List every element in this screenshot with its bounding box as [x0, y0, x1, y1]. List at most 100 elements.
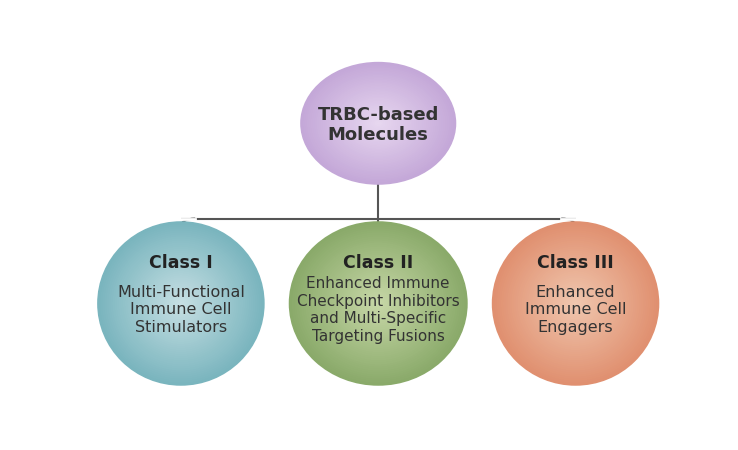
Ellipse shape: [338, 267, 418, 340]
Ellipse shape: [323, 252, 434, 354]
Ellipse shape: [547, 275, 604, 332]
Ellipse shape: [129, 252, 232, 354]
Ellipse shape: [563, 291, 588, 316]
Ellipse shape: [170, 293, 191, 314]
Ellipse shape: [144, 267, 218, 340]
Ellipse shape: [356, 283, 401, 324]
Ellipse shape: [548, 277, 602, 330]
Ellipse shape: [511, 240, 640, 367]
Ellipse shape: [342, 94, 415, 152]
Ellipse shape: [340, 269, 416, 338]
Ellipse shape: [325, 255, 432, 352]
Ellipse shape: [135, 259, 227, 348]
Ellipse shape: [494, 224, 656, 383]
Ellipse shape: [530, 259, 621, 348]
Ellipse shape: [361, 110, 396, 137]
Ellipse shape: [123, 247, 239, 360]
Ellipse shape: [301, 63, 455, 184]
Ellipse shape: [345, 98, 411, 149]
Ellipse shape: [347, 275, 410, 332]
Ellipse shape: [371, 297, 385, 310]
Ellipse shape: [162, 285, 199, 322]
Ellipse shape: [334, 263, 423, 344]
Ellipse shape: [565, 293, 586, 314]
Ellipse shape: [117, 240, 245, 367]
Ellipse shape: [336, 90, 421, 157]
Ellipse shape: [177, 299, 185, 307]
Ellipse shape: [305, 66, 452, 181]
Ellipse shape: [179, 302, 183, 306]
Ellipse shape: [348, 99, 409, 148]
Ellipse shape: [150, 273, 212, 334]
Ellipse shape: [323, 79, 434, 167]
Ellipse shape: [561, 289, 590, 318]
Ellipse shape: [125, 248, 237, 359]
Ellipse shape: [104, 228, 258, 379]
Ellipse shape: [363, 111, 393, 135]
Ellipse shape: [365, 112, 392, 134]
Ellipse shape: [307, 238, 449, 369]
Ellipse shape: [373, 299, 383, 307]
Ellipse shape: [571, 299, 579, 307]
Ellipse shape: [573, 302, 578, 306]
Ellipse shape: [540, 269, 611, 338]
Ellipse shape: [557, 285, 594, 322]
Ellipse shape: [515, 244, 635, 363]
Ellipse shape: [154, 277, 208, 330]
Ellipse shape: [145, 269, 216, 338]
Ellipse shape: [524, 252, 627, 354]
Ellipse shape: [296, 228, 461, 379]
Text: Class I: Class I: [149, 254, 213, 272]
Ellipse shape: [316, 247, 441, 360]
Ellipse shape: [569, 297, 582, 310]
Ellipse shape: [168, 291, 193, 316]
Ellipse shape: [139, 263, 222, 344]
Ellipse shape: [112, 236, 249, 371]
Text: Class II: Class II: [343, 254, 413, 272]
Ellipse shape: [343, 96, 413, 151]
Ellipse shape: [317, 75, 440, 172]
Ellipse shape: [311, 243, 445, 364]
Ellipse shape: [532, 261, 619, 346]
Ellipse shape: [313, 72, 444, 175]
Ellipse shape: [311, 70, 446, 176]
Ellipse shape: [568, 295, 584, 311]
Ellipse shape: [330, 86, 427, 161]
Ellipse shape: [353, 104, 404, 143]
Ellipse shape: [345, 273, 412, 334]
Ellipse shape: [493, 222, 658, 385]
Ellipse shape: [505, 234, 646, 373]
Ellipse shape: [339, 93, 417, 153]
Ellipse shape: [148, 271, 214, 336]
Ellipse shape: [305, 236, 452, 371]
Ellipse shape: [370, 117, 386, 129]
Ellipse shape: [324, 81, 432, 166]
Ellipse shape: [499, 228, 652, 379]
Ellipse shape: [175, 297, 187, 310]
Ellipse shape: [292, 224, 465, 383]
Ellipse shape: [368, 116, 388, 131]
Ellipse shape: [121, 244, 241, 363]
Ellipse shape: [536, 265, 615, 342]
Ellipse shape: [357, 107, 399, 140]
Ellipse shape: [106, 230, 255, 377]
Ellipse shape: [342, 271, 414, 336]
Ellipse shape: [367, 114, 390, 132]
Ellipse shape: [314, 244, 443, 363]
Ellipse shape: [114, 238, 247, 369]
Ellipse shape: [365, 291, 392, 316]
Ellipse shape: [100, 224, 262, 383]
Ellipse shape: [314, 73, 442, 173]
Ellipse shape: [320, 78, 436, 169]
Ellipse shape: [131, 255, 231, 352]
Ellipse shape: [158, 281, 204, 326]
Ellipse shape: [551, 279, 601, 328]
Ellipse shape: [517, 247, 634, 360]
Ellipse shape: [538, 267, 613, 340]
Ellipse shape: [559, 287, 592, 320]
Ellipse shape: [298, 230, 458, 377]
Ellipse shape: [514, 243, 638, 364]
Ellipse shape: [351, 102, 405, 144]
Text: Multi-Functional
Immune Cell
Stimulators: Multi-Functional Immune Cell Stimulators: [117, 285, 245, 335]
Ellipse shape: [334, 89, 423, 158]
